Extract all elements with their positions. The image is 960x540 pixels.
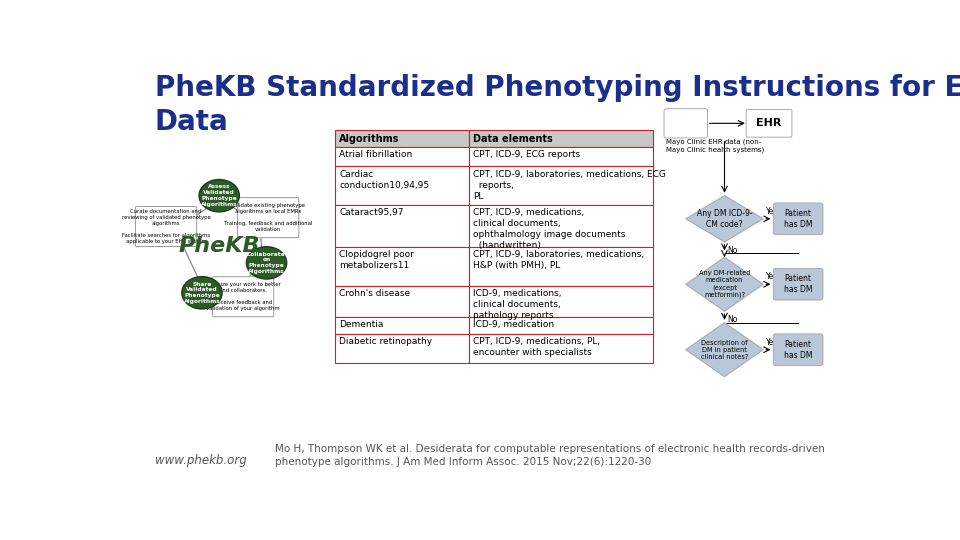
Text: Data elements: Data elements	[472, 134, 553, 144]
Text: Mayo Clinic EHR data (non-
Mayo Clinic health systems): Mayo Clinic EHR data (non- Mayo Clinic h…	[666, 139, 764, 153]
Bar	[468, 286, 653, 316]
Bar	[468, 166, 653, 205]
Text: CPT, ICD-9, laboratories, medications,
H&P (with PMH), PL: CPT, ICD-9, laboratories, medications, H…	[472, 251, 644, 271]
Text: ICD-9, medications,
clinical documents,
pathology reports: ICD-9, medications, clinical documents, …	[472, 289, 562, 320]
Text: Cardiac
conduction10,94,95: Cardiac conduction10,94,95	[339, 170, 429, 190]
Text: Mo H, Thompson WK et al. Desiderata for computable representations of electronic: Mo H, Thompson WK et al. Desiderata for …	[275, 443, 825, 467]
Ellipse shape	[199, 179, 239, 212]
FancyBboxPatch shape	[746, 110, 792, 137]
Text: PheKB Standardized Phenotyping Instructions for EHR
Data: PheKB Standardized Phenotyping Instructi…	[155, 74, 960, 136]
Text: Crohn's disease: Crohn's disease	[339, 289, 411, 298]
Text: Patient
has DM: Patient has DM	[784, 209, 812, 229]
Text: Atrial fibrillation: Atrial fibrillation	[339, 150, 413, 159]
FancyBboxPatch shape	[774, 268, 823, 300]
FancyBboxPatch shape	[135, 206, 197, 247]
Text: Yes: Yes	[766, 207, 779, 215]
Bar	[468, 316, 653, 334]
Bar	[468, 147, 653, 166]
Bar	[468, 130, 653, 147]
Polygon shape	[685, 323, 763, 377]
Text: No: No	[728, 246, 738, 255]
Text: Diabetic retinopathy: Diabetic retinopathy	[339, 336, 432, 346]
Text: Cataract95,97: Cataract95,97	[339, 208, 404, 217]
Text: Clopidogrel poor
metabolizers11: Clopidogrel poor metabolizers11	[339, 251, 414, 271]
Text: Algorithms: Algorithms	[339, 134, 399, 144]
FancyBboxPatch shape	[237, 198, 299, 238]
Text: CPT, ICD-9, medications, PL,
encounter with specialists: CPT, ICD-9, medications, PL, encounter w…	[472, 336, 600, 357]
Text: Patient
has DM: Patient has DM	[784, 340, 812, 360]
Text: No: No	[728, 315, 738, 324]
Bar	[468, 247, 653, 286]
Text: Curate documentation and
reviewing of validated phenotype
algorithms

Facilitate: Curate documentation and reviewing of va…	[122, 209, 210, 244]
Bar	[468, 205, 653, 247]
Text: PheKB: PheKB	[179, 236, 260, 256]
Ellipse shape	[247, 247, 287, 279]
Bar	[335, 247, 468, 286]
Text: Assess
Validated
Phenotype
Algorithms: Assess Validated Phenotype Algorithms	[201, 185, 237, 207]
Text: Yes: Yes	[766, 272, 779, 281]
Bar	[335, 166, 468, 205]
Text: Validate existing phenotype
algorithms on local EMRs

Training, feedback and add: Validate existing phenotype algorithms o…	[224, 203, 312, 232]
Bar	[335, 334, 468, 363]
Polygon shape	[685, 195, 763, 242]
Text: Description of
DM in patient
clinical notes?: Description of DM in patient clinical no…	[701, 340, 748, 360]
Text: ICD-9, medication: ICD-9, medication	[472, 320, 554, 329]
FancyBboxPatch shape	[664, 109, 708, 138]
Bar	[335, 286, 468, 316]
Text: CPT, ICD-9, medications,
clinical documents,
ophthalmology image documents
  (ha: CPT, ICD-9, medications, clinical docume…	[472, 208, 625, 251]
Text: CPT, ICD-9, ECG reports: CPT, ICD-9, ECG reports	[472, 150, 580, 159]
FancyBboxPatch shape	[774, 203, 823, 234]
Text: Any DM ICD-9-
CM code?: Any DM ICD-9- CM code?	[697, 209, 753, 229]
Text: Patient
has DM: Patient has DM	[784, 274, 812, 294]
Text: Any DM-related
medication
(except
metformin)?: Any DM-related medication (except metfor…	[699, 270, 751, 298]
Bar	[335, 205, 468, 247]
Ellipse shape	[181, 276, 222, 309]
Text: Yes: Yes	[766, 338, 779, 347]
Text: Publicize your work to better
find collaborators.

Receive feedback and
validati: Publicize your work to better find colla…	[205, 282, 281, 311]
Bar	[335, 130, 468, 147]
Text: Collaborate
on
Phenotype
Algorithms: Collaborate on Phenotype Algorithms	[248, 252, 286, 274]
Bar	[335, 316, 468, 334]
Bar	[335, 147, 468, 166]
Bar	[468, 334, 653, 363]
Text: www.phekb.org: www.phekb.org	[155, 454, 247, 467]
Text: CPT, ICD-9, laboratories, medications, ECG
  reports,
PL: CPT, ICD-9, laboratories, medications, E…	[472, 170, 665, 201]
Text: Dementia: Dementia	[339, 320, 384, 329]
Text: Share
Validated
Phenotype
Algorithms: Share Validated Phenotype Algorithms	[183, 281, 221, 304]
Text: EHR: EHR	[756, 118, 781, 129]
FancyBboxPatch shape	[212, 276, 274, 317]
Polygon shape	[685, 257, 763, 311]
FancyBboxPatch shape	[774, 334, 823, 366]
